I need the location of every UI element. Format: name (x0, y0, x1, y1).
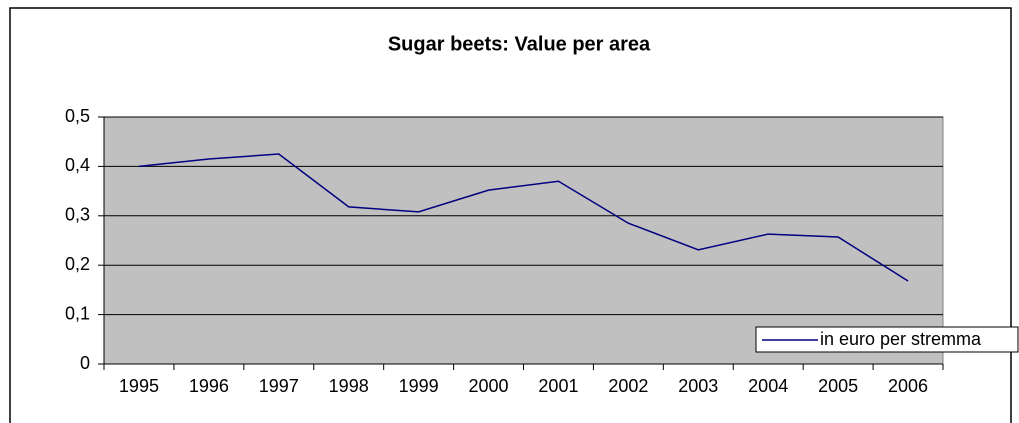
x-tick-label: 1997 (259, 376, 299, 396)
x-tick-label: 2000 (469, 376, 509, 396)
y-tick-label: 0,3 (65, 205, 90, 225)
y-tick-label: 0,1 (65, 303, 90, 323)
x-tick-label: 2002 (608, 376, 648, 396)
x-tick-label: 2005 (818, 376, 858, 396)
chart-title: Sugar beets: Value per area (388, 33, 651, 55)
y-tick-label: 0 (80, 353, 90, 373)
y-tick-label: 0,5 (65, 106, 90, 126)
y-tick-label: 0,4 (65, 155, 90, 175)
y-tick-label: 0,2 (65, 254, 90, 274)
x-tick-label: 2003 (678, 376, 718, 396)
x-tick-label: 1995 (119, 376, 159, 396)
x-tick-label: 2004 (748, 376, 788, 396)
x-tick-label: 2006 (888, 376, 928, 396)
x-tick-label: 2001 (538, 376, 578, 396)
x-tick-label: 1999 (399, 376, 439, 396)
x-tick-label: 1998 (329, 376, 369, 396)
legend-label: in euro per stremma (820, 329, 982, 349)
x-tick-label: 1996 (189, 376, 229, 396)
series-line (138, 153, 909, 282)
chart-frame (9, 7, 1012, 423)
